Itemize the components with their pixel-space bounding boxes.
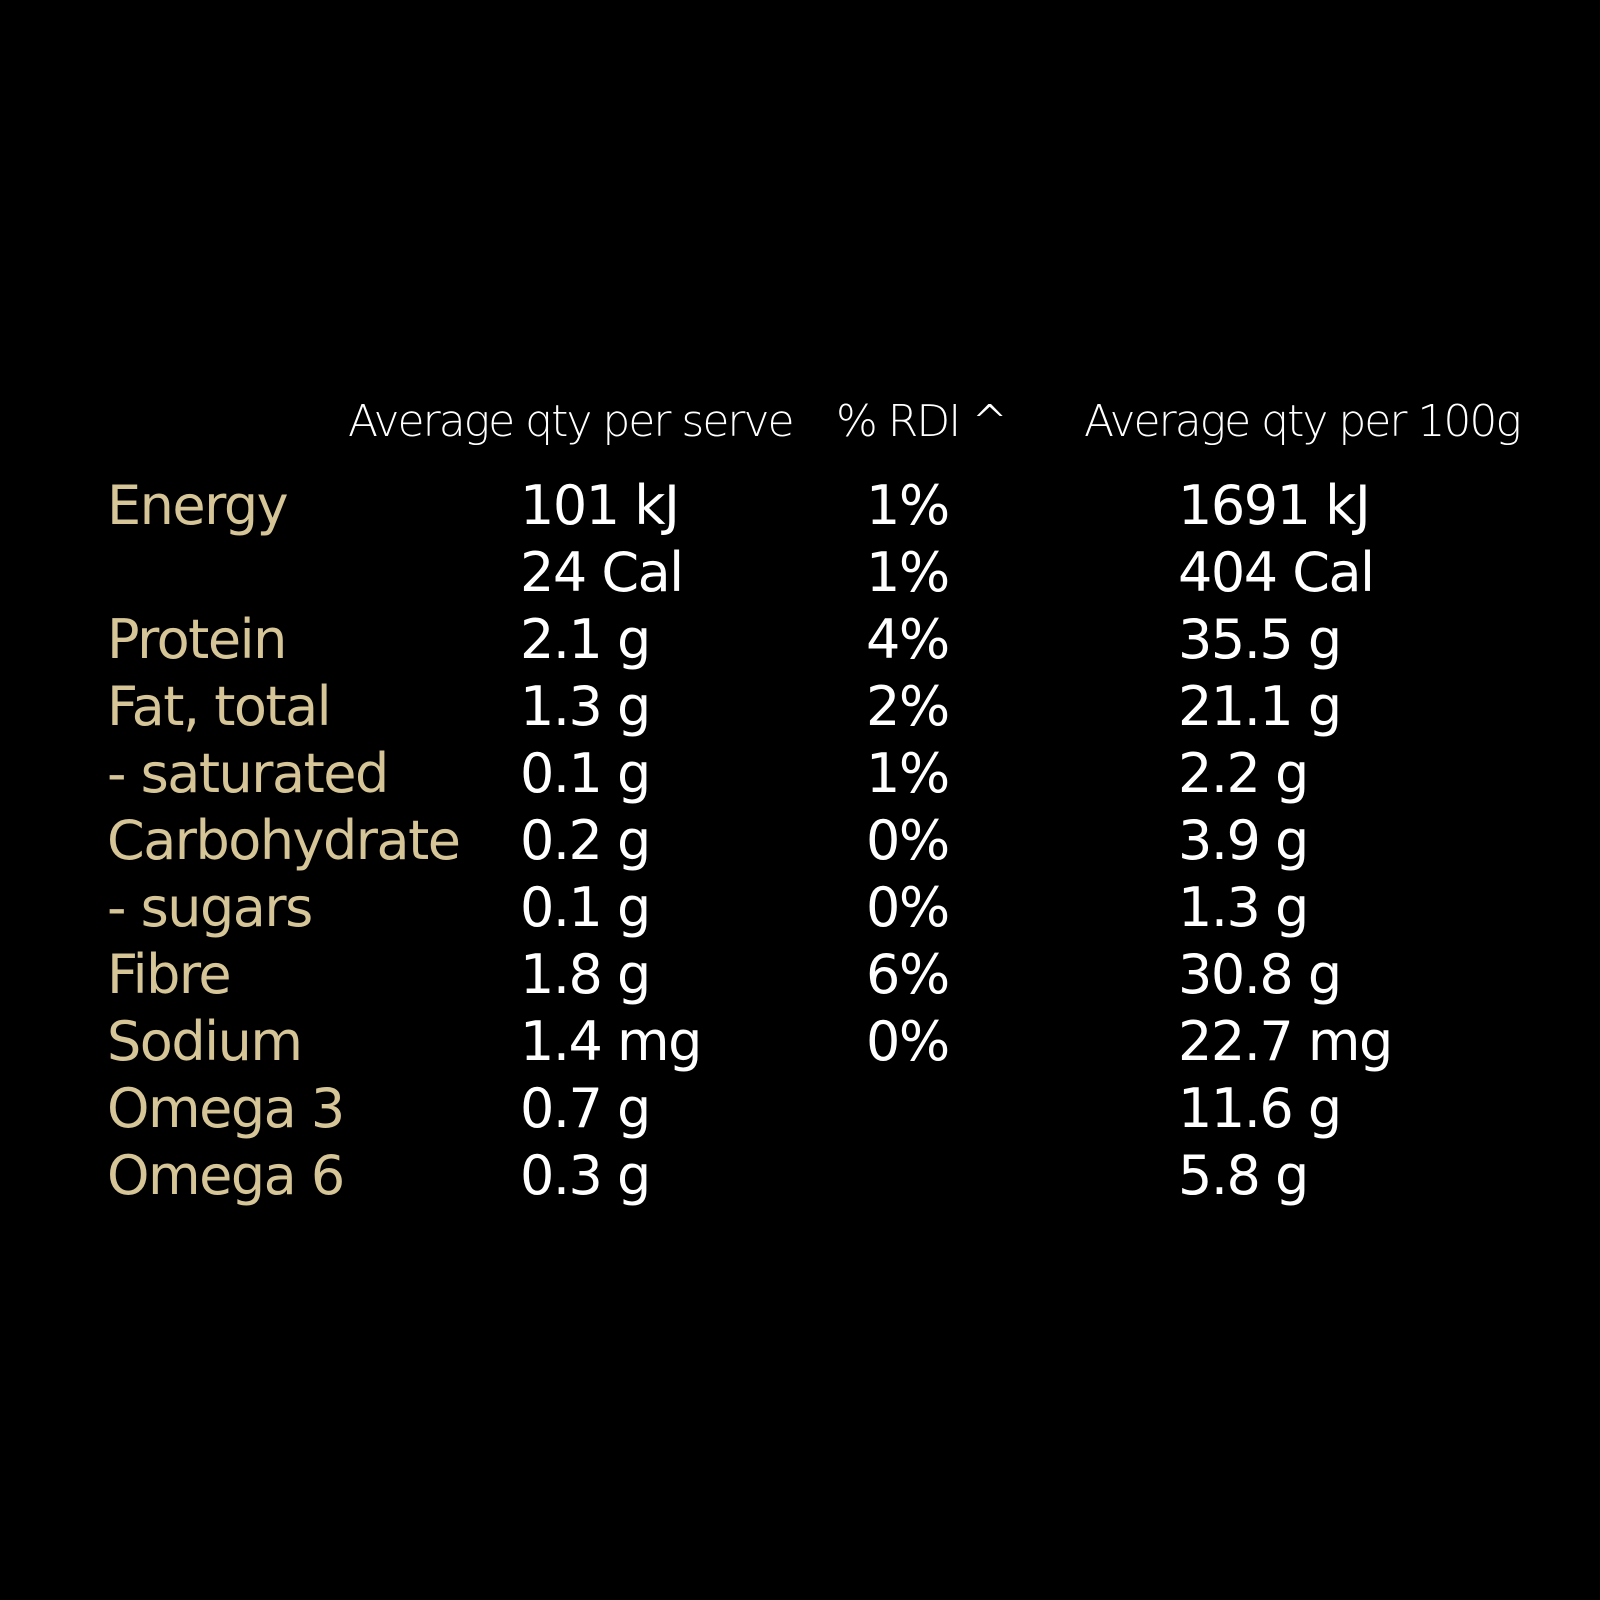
nutrient-label: Fibre bbox=[107, 943, 232, 1006]
rdi-value: 0% bbox=[866, 1010, 950, 1073]
header-per-serve: Average qty per serve bbox=[348, 396, 795, 447]
rdi-value: 4% bbox=[866, 608, 950, 671]
table-row-omega-6: Omega 6 0.3 g 5.8 g bbox=[0, 1142, 1600, 1209]
rdi-value: 0% bbox=[866, 809, 950, 872]
table-row-omega-3: Omega 3 0.7 g 11.6 g bbox=[0, 1075, 1600, 1142]
per-100g-value: 35.5 g bbox=[1178, 608, 1342, 671]
rdi-value: 0% bbox=[866, 876, 950, 939]
nutrient-label: Energy bbox=[107, 474, 289, 537]
table-row-sugars: - sugars 0.1 g 0% 1.3 g bbox=[0, 874, 1600, 941]
nutrient-label: Omega 6 bbox=[107, 1144, 345, 1207]
table-row-fibre: Fibre 1.8 g 6% 30.8 g bbox=[0, 941, 1600, 1008]
nutrition-table-body: Energy 101 kJ 1% 1691 kJ 24 Cal 1% 404 C… bbox=[0, 472, 1600, 1209]
per-serve-value: 2.1 g bbox=[520, 608, 651, 671]
per-serve-value: 0.7 g bbox=[520, 1077, 651, 1140]
per-100g-value: 2.2 g bbox=[1178, 742, 1309, 805]
table-row-energy-kj: Energy 101 kJ 1% 1691 kJ bbox=[0, 472, 1600, 539]
nutrient-label: Omega 3 bbox=[107, 1077, 345, 1140]
per-100g-value: 1.3 g bbox=[1178, 876, 1309, 939]
per-serve-value: 1.4 mg bbox=[520, 1010, 702, 1073]
rdi-value: 2% bbox=[866, 675, 950, 738]
nutrient-label: - sugars bbox=[107, 876, 313, 939]
per-serve-value: 1.3 g bbox=[520, 675, 651, 738]
per-100g-value: 22.7 mg bbox=[1178, 1010, 1393, 1073]
rdi-value: 6% bbox=[866, 943, 950, 1006]
per-100g-value: 11.6 g bbox=[1178, 1077, 1342, 1140]
per-serve-value: 1.8 g bbox=[520, 943, 651, 1006]
table-row-sodium: Sodium 1.4 mg 0% 22.7 mg bbox=[0, 1008, 1600, 1075]
per-serve-value: 0.3 g bbox=[520, 1144, 651, 1207]
table-row-protein: Protein 2.1 g 4% 35.5 g bbox=[0, 606, 1600, 673]
nutrient-label: Sodium bbox=[107, 1010, 303, 1073]
table-row-energy-cal: 24 Cal 1% 404 Cal bbox=[0, 539, 1600, 606]
header-rdi: % RDI ^ bbox=[836, 396, 1008, 447]
per-100g-value: 5.8 g bbox=[1178, 1144, 1309, 1207]
per-100g-value: 1691 kJ bbox=[1178, 474, 1371, 537]
table-row-carbohydrate: Carbohydrate 0.2 g 0% 3.9 g bbox=[0, 807, 1600, 874]
table-row-saturated: - saturated 0.1 g 1% 2.2 g bbox=[0, 740, 1600, 807]
nutrient-label: Fat, total bbox=[107, 675, 332, 738]
per-100g-value: 404 Cal bbox=[1178, 541, 1375, 604]
per-100g-value: 30.8 g bbox=[1178, 943, 1342, 1006]
rdi-value: 1% bbox=[866, 742, 950, 805]
per-100g-value: 3.9 g bbox=[1178, 809, 1309, 872]
per-100g-value: 21.1 g bbox=[1178, 675, 1342, 738]
nutrient-label: Carbohydrate bbox=[107, 809, 461, 872]
rdi-value: 1% bbox=[866, 541, 950, 604]
rdi-value: 1% bbox=[866, 474, 950, 537]
nutrient-label: Protein bbox=[107, 608, 287, 671]
per-serve-value: 0.1 g bbox=[520, 876, 651, 939]
per-serve-value: 24 Cal bbox=[520, 541, 684, 604]
nutrient-label: - saturated bbox=[107, 742, 389, 805]
per-serve-value: 0.1 g bbox=[520, 742, 651, 805]
table-row-fat-total: Fat, total 1.3 g 2% 21.1 g bbox=[0, 673, 1600, 740]
per-serve-value: 0.2 g bbox=[520, 809, 651, 872]
per-serve-value: 101 kJ bbox=[520, 474, 680, 537]
header-per-100g: Average qty per 100g bbox=[1084, 396, 1522, 447]
